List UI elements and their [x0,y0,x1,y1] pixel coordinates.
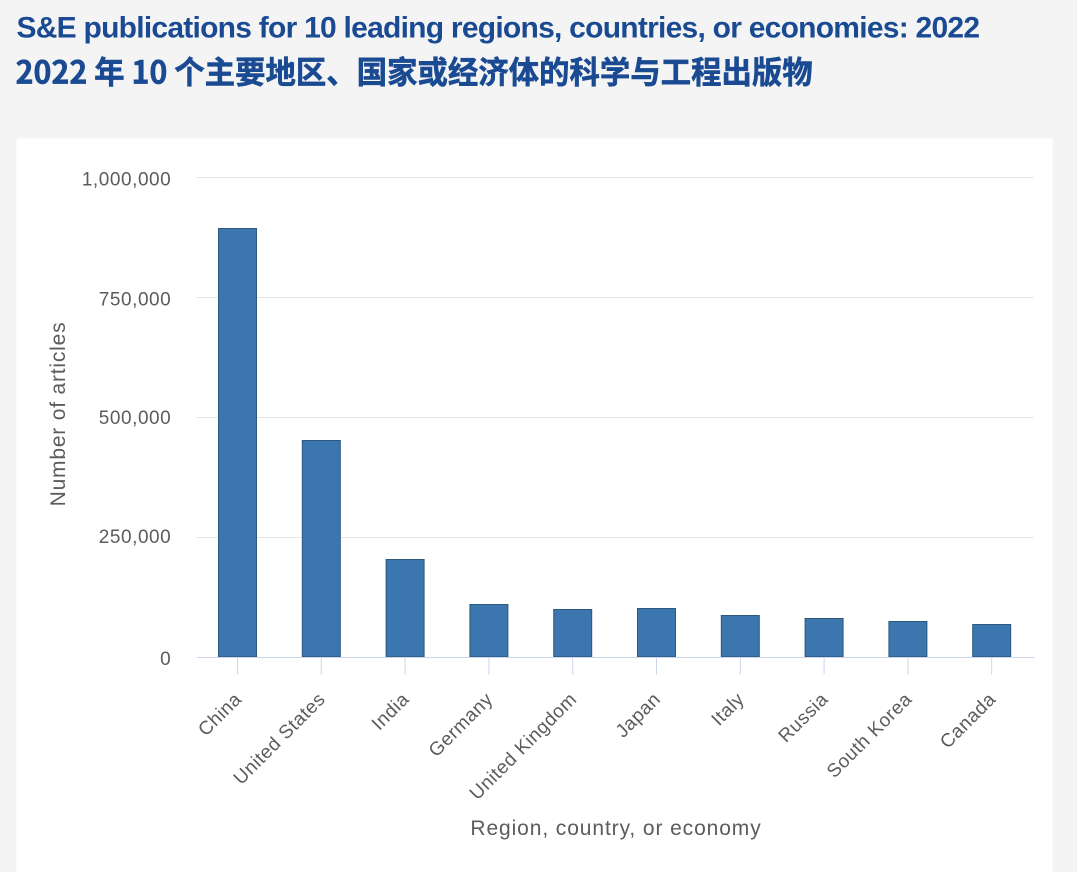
svg-text:S&E publications for 10 leadin: S&E publications for 10 leading regions,… [17,12,980,45]
svg-text:250,000: 250,000 [99,527,172,548]
svg-text:1,000,000: 1,000,000 [82,170,171,191]
svg-text:Region, country, or economy: Region, country, or economy [470,817,761,840]
svg-text:500,000: 500,000 [99,408,172,429]
svg-text:750,000: 750,000 [99,290,172,311]
svg-text:0: 0 [160,649,171,670]
svg-text:Number of articles: Number of articles [47,322,70,507]
